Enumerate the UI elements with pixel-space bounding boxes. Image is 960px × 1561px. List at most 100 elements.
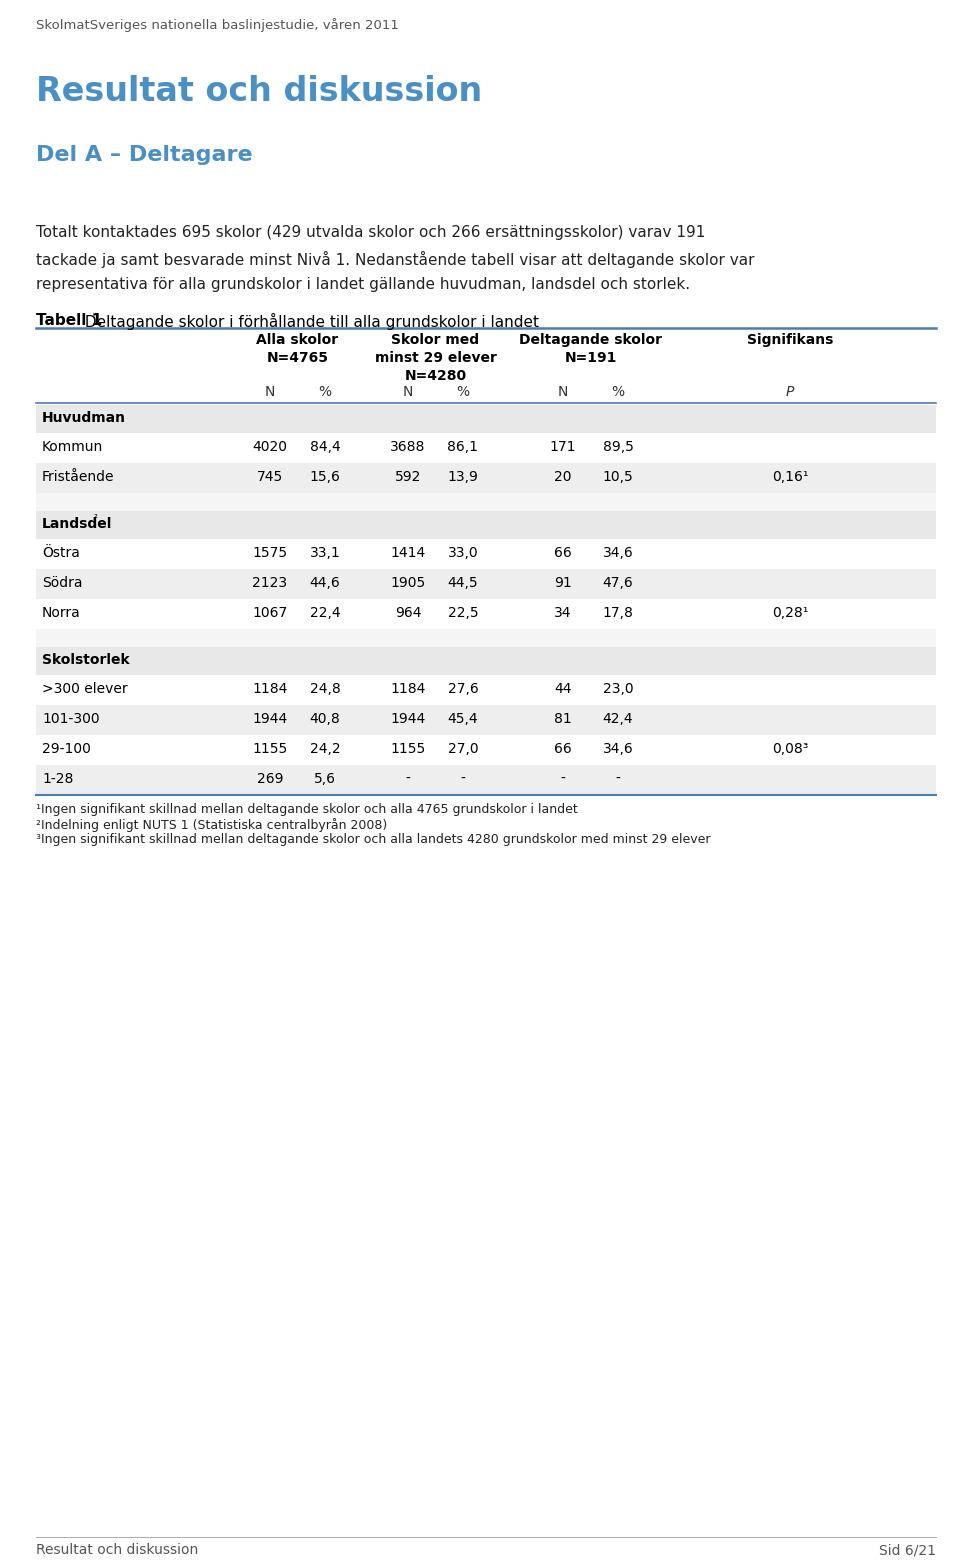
Text: 44,6: 44,6: [310, 576, 341, 590]
Text: Totalt kontaktades 695 skolor (429 utvalda skolor och 266 ersättningsskolor) var: Totalt kontaktades 695 skolor (429 utval…: [36, 225, 706, 240]
Text: Södra: Södra: [42, 576, 83, 590]
Text: 2123: 2123: [252, 576, 288, 590]
Text: %: %: [319, 386, 331, 400]
Text: 1155: 1155: [391, 741, 425, 756]
Text: -: -: [561, 773, 565, 787]
Text: 34,6: 34,6: [603, 546, 634, 560]
Text: Signifikans: Signifikans: [747, 332, 833, 347]
Bar: [36, 599, 936, 629]
Text: 45,4: 45,4: [447, 712, 478, 726]
Text: 13,9: 13,9: [447, 470, 478, 484]
Text: 1155: 1155: [252, 741, 288, 756]
Text: 1414: 1414: [391, 546, 425, 560]
Text: -: -: [461, 773, 466, 787]
Text: Fristående: Fristående: [42, 470, 114, 484]
Text: 10,5: 10,5: [603, 470, 634, 484]
Bar: [36, 765, 936, 795]
Text: %: %: [456, 386, 469, 400]
Text: 1-28: 1-28: [42, 773, 73, 787]
Text: 17,8: 17,8: [603, 606, 634, 620]
Text: 34,6: 34,6: [603, 741, 634, 756]
Text: 86,1: 86,1: [447, 440, 478, 454]
Bar: [36, 570, 936, 599]
Text: 44: 44: [554, 682, 572, 696]
Text: 745: 745: [257, 470, 283, 484]
Text: 1575: 1575: [252, 546, 288, 560]
Text: 0,08³: 0,08³: [772, 741, 808, 756]
Text: Skolor med
minst 29 elever
N=4280: Skolor med minst 29 elever N=4280: [374, 332, 496, 382]
Text: -: -: [615, 773, 620, 787]
Text: ³Ingen signifikant skillnad mellan deltagande skolor och alla landets 4280 grund: ³Ingen signifikant skillnad mellan delta…: [36, 834, 710, 846]
Text: N: N: [558, 386, 568, 400]
Text: Östra: Östra: [42, 546, 80, 560]
Text: 40,8: 40,8: [310, 712, 341, 726]
Text: 15,6: 15,6: [309, 470, 341, 484]
Text: N: N: [403, 386, 413, 400]
Text: 0,28¹: 0,28¹: [772, 606, 808, 620]
Text: N: N: [265, 386, 276, 400]
Text: 4020: 4020: [252, 440, 287, 454]
Text: 81: 81: [554, 712, 572, 726]
Text: SkolmatSveriges nationella baslinjestudie, våren 2011: SkolmatSveriges nationella baslinjestudi…: [36, 19, 398, 31]
Text: 1944: 1944: [252, 712, 288, 726]
Text: Resultat och diskussion: Resultat och diskussion: [36, 75, 482, 108]
Text: 44,5: 44,5: [447, 576, 478, 590]
Bar: [36, 735, 936, 765]
Text: >300 elever: >300 elever: [42, 682, 128, 696]
Text: representativa för alla grundskolor i landet gällande huvudman, landsdel och sto: representativa för alla grundskolor i la…: [36, 276, 690, 292]
Text: 89,5: 89,5: [603, 440, 634, 454]
Text: Skolstorlek: Skolstorlek: [42, 652, 130, 667]
Text: 47,6: 47,6: [603, 576, 634, 590]
Bar: [36, 493, 936, 510]
Bar: [36, 629, 936, 646]
Text: ¹Ingen signifikant skillnad mellan deltagande skolor och alla 4765 grundskolor i: ¹Ingen signifikant skillnad mellan delta…: [36, 802, 578, 816]
Text: 29-100: 29-100: [42, 741, 91, 756]
Text: 24,8: 24,8: [310, 682, 341, 696]
Text: 34: 34: [554, 606, 572, 620]
Text: 66: 66: [554, 546, 572, 560]
Text: 42,4: 42,4: [603, 712, 634, 726]
Text: 22,5: 22,5: [447, 606, 478, 620]
Text: ²Indelning enligt NUTS 1 (Statistiska centralbyrån 2008): ²Indelning enligt NUTS 1 (Statistiska ce…: [36, 818, 387, 832]
Bar: [36, 432, 936, 464]
Text: Del A – Deltagare: Del A – Deltagare: [36, 145, 252, 165]
Text: Kommun: Kommun: [42, 440, 104, 454]
Text: -: -: [405, 773, 411, 787]
Text: Sid 6/21: Sid 6/21: [879, 1542, 936, 1556]
Text: 24,2: 24,2: [310, 741, 340, 756]
Text: 5,6: 5,6: [314, 773, 336, 787]
Bar: [36, 674, 936, 706]
Bar: [36, 539, 936, 570]
Text: 27,0: 27,0: [447, 741, 478, 756]
Bar: [36, 464, 936, 493]
Text: Landsdel: Landsdel: [42, 517, 112, 531]
Text: Huvudman: Huvudman: [42, 411, 126, 425]
Text: 592: 592: [395, 470, 421, 484]
Text: 22,4: 22,4: [310, 606, 340, 620]
Text: Deltagande skolor
N=191: Deltagande skolor N=191: [519, 332, 662, 365]
Text: %: %: [612, 386, 625, 400]
Text: 3688: 3688: [391, 440, 425, 454]
Text: 20: 20: [554, 470, 572, 484]
Text: 1067: 1067: [252, 606, 288, 620]
Text: 171: 171: [550, 440, 576, 454]
Text: Norra: Norra: [42, 606, 81, 620]
Text: Deltagande skolor i förhållande till alla grundskolor i landet: Deltagande skolor i förhållande till all…: [80, 314, 539, 329]
Text: 1184: 1184: [391, 682, 425, 696]
Text: 23,0: 23,0: [603, 682, 634, 696]
Text: 964: 964: [395, 606, 421, 620]
Text: 1184: 1184: [252, 682, 288, 696]
Text: Resultat och diskussion: Resultat och diskussion: [36, 1542, 199, 1556]
Text: tackade ja samt besvarade minst Nivå 1. Nedanstående tabell visar att deltagande: tackade ja samt besvarade minst Nivå 1. …: [36, 251, 755, 268]
Text: 1905: 1905: [391, 576, 425, 590]
Text: 269: 269: [256, 773, 283, 787]
Text: P: P: [786, 386, 794, 400]
Text: 27,6: 27,6: [447, 682, 478, 696]
Bar: [36, 706, 936, 735]
Text: 33,1: 33,1: [310, 546, 341, 560]
Text: 66: 66: [554, 741, 572, 756]
Text: 84,4: 84,4: [310, 440, 341, 454]
Bar: [36, 404, 936, 432]
Bar: [36, 510, 936, 539]
Text: 0,16¹: 0,16¹: [772, 470, 808, 484]
